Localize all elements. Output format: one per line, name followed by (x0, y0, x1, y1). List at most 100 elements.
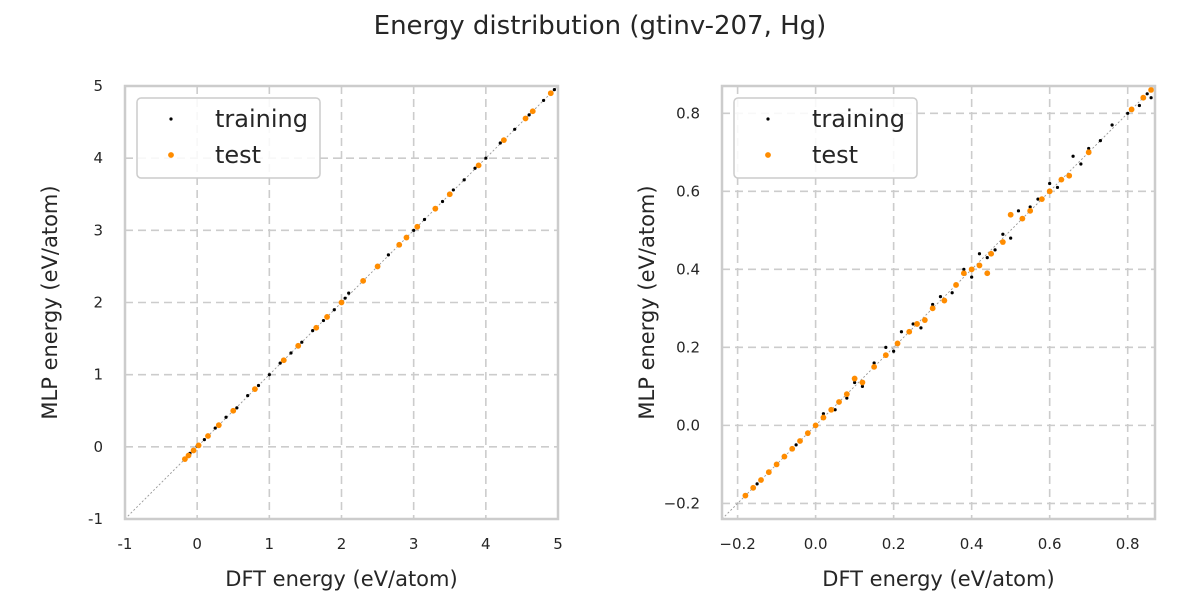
series-test (742, 87, 1154, 499)
x-tick-label: 0.8 (1116, 535, 1140, 553)
y-tick-label: 0 (93, 438, 103, 456)
test-point (921, 317, 928, 323)
y-tick-label: 2 (93, 294, 103, 312)
test-point (750, 484, 757, 491)
test-point (215, 422, 222, 429)
training-point (931, 302, 935, 307)
training-point (794, 443, 798, 447)
training-point (332, 308, 336, 312)
test-point (195, 442, 202, 449)
test-point (1058, 176, 1065, 183)
legend: training test (136, 97, 321, 179)
x-tick-label: 3 (409, 535, 419, 553)
x-tick-label: 4 (481, 535, 491, 553)
training-point (224, 415, 228, 419)
series-test (181, 90, 554, 463)
test-point (1046, 188, 1053, 195)
test-point (929, 305, 936, 312)
y-tick-label: −0.2 (664, 494, 700, 512)
training-point (422, 217, 427, 222)
test-point (836, 399, 842, 405)
test-point (984, 270, 991, 277)
training-point (321, 318, 326, 323)
training-point (541, 98, 546, 103)
training-point (1048, 181, 1052, 186)
training-point (860, 384, 865, 388)
test-point (432, 205, 439, 212)
test-point (797, 438, 803, 444)
training-point (853, 380, 857, 385)
legend-marker-training (766, 117, 770, 121)
x-tick-label: 0.6 (1038, 535, 1062, 553)
test-point (820, 414, 827, 421)
x-tick-label: 0.4 (960, 535, 984, 553)
test-point (859, 379, 866, 386)
training-point (498, 141, 502, 145)
legend-marker-test (765, 152, 771, 158)
y-axis-label: MLP energy (eV/atom) (38, 185, 62, 419)
legend-label-training: training (812, 105, 905, 133)
test-point (414, 223, 421, 230)
test-point (547, 90, 554, 97)
training-point (1145, 92, 1149, 96)
legend-marker-test (168, 152, 174, 158)
test-point (313, 324, 320, 331)
test-point (1066, 172, 1073, 179)
training-point (985, 256, 989, 260)
training-point (440, 199, 445, 204)
test-point (804, 430, 811, 437)
training-point (267, 373, 271, 377)
axes-frame (720, 84, 1157, 521)
test-point (988, 250, 995, 257)
test-point (1085, 149, 1092, 156)
training-point (919, 326, 923, 330)
y-tick-label: 1 (93, 366, 103, 384)
test-point (914, 321, 920, 327)
training-point (1087, 146, 1091, 151)
training-point (833, 408, 837, 412)
training-point (899, 330, 904, 334)
training-point (1036, 197, 1040, 201)
training-point (938, 295, 943, 299)
training-point (527, 113, 531, 117)
y-tick-label: 4 (93, 149, 103, 167)
test-point (968, 266, 975, 273)
training-point (213, 426, 217, 430)
test-point (446, 191, 453, 198)
training-point (821, 412, 826, 416)
legend-box (733, 97, 918, 179)
training-point (386, 253, 391, 257)
training-point (513, 127, 517, 131)
test-point (295, 342, 302, 349)
test-point (894, 340, 901, 347)
test-point (396, 241, 403, 248)
test-point (781, 453, 788, 460)
test-point (765, 469, 772, 476)
figure-title: Energy distribution (gtinv-207, Hg) (374, 11, 827, 41)
test-point (789, 445, 796, 452)
legend-label-test: test (215, 141, 261, 169)
training-point (256, 383, 261, 388)
legend-label-training: training (215, 105, 308, 133)
test-point (374, 263, 381, 270)
training-point (1009, 236, 1013, 240)
test-point (1027, 207, 1034, 214)
test-point (941, 297, 948, 304)
x-tick-label: 1 (265, 535, 275, 553)
legend: training test (733, 97, 918, 179)
test-point (205, 433, 211, 439)
training-point (412, 228, 416, 232)
test-point (500, 137, 507, 144)
test-point (906, 328, 913, 335)
axes-frame (123, 84, 560, 521)
test-point (742, 492, 749, 499)
test-point (1019, 215, 1026, 222)
test-point (953, 282, 959, 288)
test-point (181, 456, 188, 463)
training-point (451, 188, 455, 192)
training-point (278, 361, 282, 365)
y-tick-label: 0.0 (676, 416, 700, 434)
training-point (1016, 209, 1021, 213)
chart-panels: -1 0 1 2 3 4 5 -1 0 1 2 3 4 5 DFT energy (eV/atom) MLP … (38, 77, 1157, 591)
test-point (773, 461, 780, 468)
